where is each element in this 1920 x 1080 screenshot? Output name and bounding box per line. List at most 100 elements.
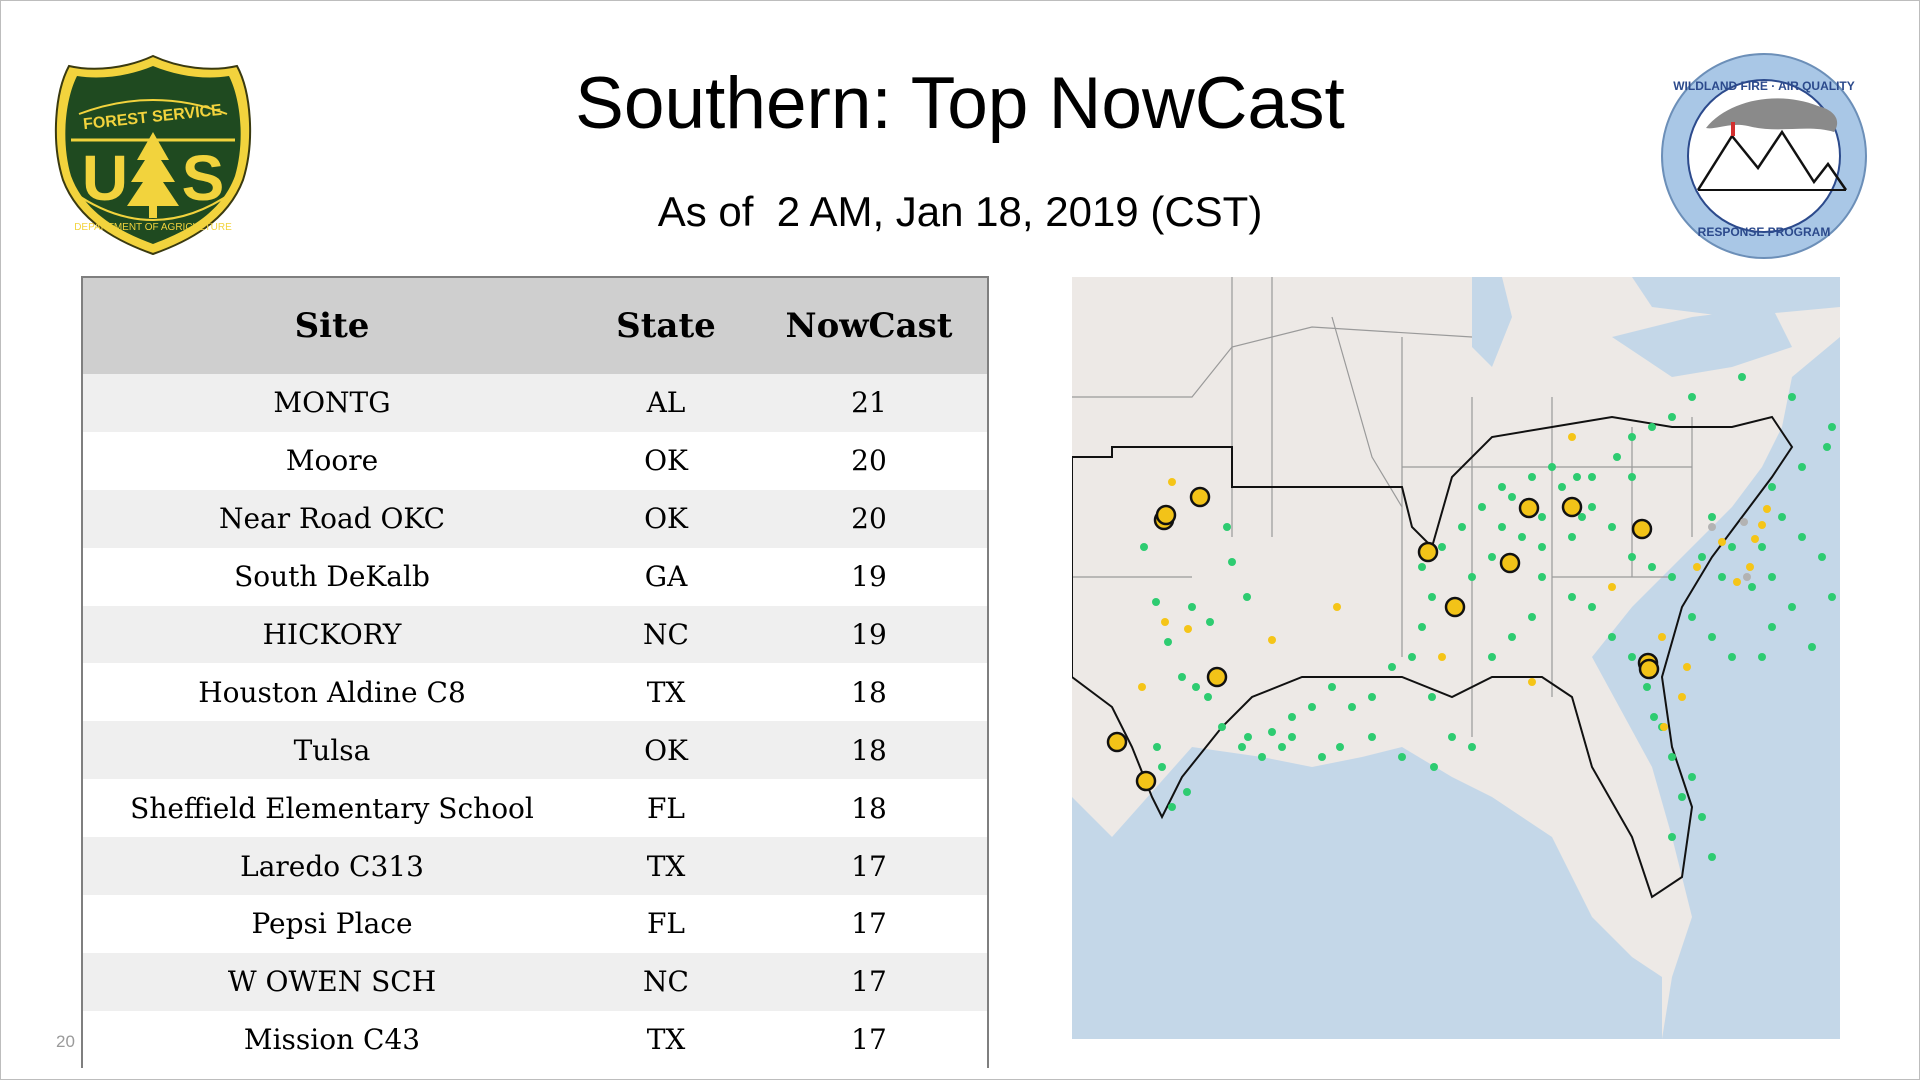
svg-text:RESPONSE PROGRAM: RESPONSE PROGRAM <box>1698 225 1831 239</box>
map-marker-good <box>1204 693 1212 701</box>
map-marker-good <box>1728 543 1736 551</box>
map-marker-good <box>1368 693 1376 701</box>
map-marker-good <box>1628 473 1636 481</box>
map-marker-good <box>1568 593 1576 601</box>
map-marker-good <box>1568 533 1576 541</box>
map-marker-good <box>1478 503 1486 511</box>
cell-nowcast: 21 <box>851 386 887 420</box>
map-marker-good <box>1428 593 1436 601</box>
map-marker-moderate <box>1746 563 1754 571</box>
cell-nowcast: 17 <box>851 907 887 941</box>
cell-nowcast: 18 <box>851 675 887 709</box>
map-marker-good <box>1218 723 1226 731</box>
no-data-markers <box>1708 518 1751 581</box>
cell-state: GA <box>644 560 688 594</box>
page-subtitle: As of 2 AM, Jan 18, 2019 (CST) <box>657 188 1263 235</box>
state-borders <box>1072 277 1693 737</box>
map-marker-good <box>1278 743 1286 751</box>
cell-site: Laredo C313 <box>240 849 424 883</box>
map-marker-good <box>1818 553 1826 561</box>
atlantic-ocean <box>1592 337 1840 1039</box>
map-marker-good <box>1288 713 1296 721</box>
map-marker-good <box>1178 673 1186 681</box>
map-marker-good <box>1418 563 1426 571</box>
cell-nowcast: 17 <box>851 849 887 883</box>
map-marker-moderate <box>1438 653 1446 661</box>
table-row: Moore OK 20 <box>83 431 987 490</box>
map-marker-good <box>1318 753 1326 761</box>
map-marker-good <box>1828 423 1836 431</box>
header-site: Site <box>294 306 370 346</box>
map-marker-good <box>1650 713 1658 721</box>
map-marker-good <box>1288 733 1296 741</box>
map-marker-top-site <box>1106 731 1128 753</box>
nowcast-map <box>1072 277 1840 1039</box>
map-marker-good <box>1768 483 1776 491</box>
map-marker-good <box>1668 833 1676 841</box>
cell-state: OK <box>644 733 688 767</box>
map-marker-good <box>1348 703 1356 711</box>
map-marker-top-site <box>1189 486 1211 508</box>
lake-erie <box>1612 307 1792 377</box>
map-marker-good <box>1528 613 1536 621</box>
cell-nowcast: 17 <box>851 965 887 999</box>
map-marker-good <box>1768 573 1776 581</box>
table-row: Laredo C313 TX 17 <box>83 837 987 896</box>
cell-site: Near Road OKC <box>218 502 446 536</box>
map-marker-good <box>1488 653 1496 661</box>
cell-nowcast: 18 <box>851 733 887 767</box>
table-row: W OWEN SCH NC 17 <box>83 952 987 1011</box>
cell-state: TX <box>646 1023 686 1057</box>
map-marker-good <box>1788 393 1796 401</box>
map-marker-top-site <box>1155 504 1177 526</box>
map-marker-moderate <box>1718 538 1726 546</box>
map-marker-good <box>1608 633 1616 641</box>
table-row: MONTG AL 21 <box>83 374 987 432</box>
header-nowcast: NowCast <box>785 306 953 346</box>
map-marker-good <box>1388 663 1396 671</box>
cell-nowcast: 20 <box>851 444 887 478</box>
map-marker-good <box>1152 598 1160 606</box>
svg-text:DEPARTMENT OF AGRICULTURE: DEPARTMENT OF AGRICULTURE <box>74 222 232 233</box>
header-state: State <box>616 306 716 346</box>
page-number: 20 <box>56 1032 75 1051</box>
map-marker-moderate <box>1333 603 1341 611</box>
map-marker-top-site <box>1638 658 1660 680</box>
map-marker-good <box>1708 853 1716 861</box>
map-marker-good <box>1648 423 1656 431</box>
southern-region-outline <box>1072 415 1794 899</box>
map-marker-good <box>1538 543 1546 551</box>
map-marker-good <box>1168 803 1176 811</box>
map-marker-good <box>1538 513 1546 521</box>
map-marker-good <box>1828 593 1836 601</box>
map-marker-good <box>1778 513 1786 521</box>
map-marker-moderate <box>1168 478 1176 486</box>
map-marker-good <box>1188 603 1196 611</box>
map-marker-good <box>1538 573 1546 581</box>
cell-state: FL <box>646 791 686 825</box>
map-marker-good <box>1808 643 1816 651</box>
map-marker-good <box>1628 653 1636 661</box>
map-marker-moderate <box>1660 723 1668 731</box>
table-row: Tulsa OK 18 <box>83 721 987 780</box>
map-marker-top-site <box>1631 518 1653 540</box>
map-marker-good <box>1698 553 1706 561</box>
map-marker-good <box>1698 813 1706 821</box>
map-marker-good <box>1438 543 1446 551</box>
cell-site: MONTG <box>273 386 391 420</box>
map-marker-good <box>1243 593 1251 601</box>
map-marker-good <box>1408 653 1416 661</box>
map-marker-moderate <box>1683 663 1691 671</box>
map-marker-good <box>1158 763 1166 771</box>
table-body: MONTG AL 21 Moore OK 20 Near Road OKC OK 20 So… <box>83 374 987 1069</box>
map-marker-good <box>1206 618 1214 626</box>
map-marker-good <box>1336 743 1344 751</box>
cell-site: HICKORY <box>262 618 402 651</box>
map-marker-good <box>1458 523 1466 531</box>
map-marker-top-site <box>1499 552 1521 574</box>
map-marker-good <box>1244 733 1252 741</box>
map-marker-good <box>1668 573 1676 581</box>
map-marker-good <box>1758 653 1766 661</box>
map-marker-good <box>1418 623 1426 631</box>
map-marker-moderate <box>1693 563 1701 571</box>
